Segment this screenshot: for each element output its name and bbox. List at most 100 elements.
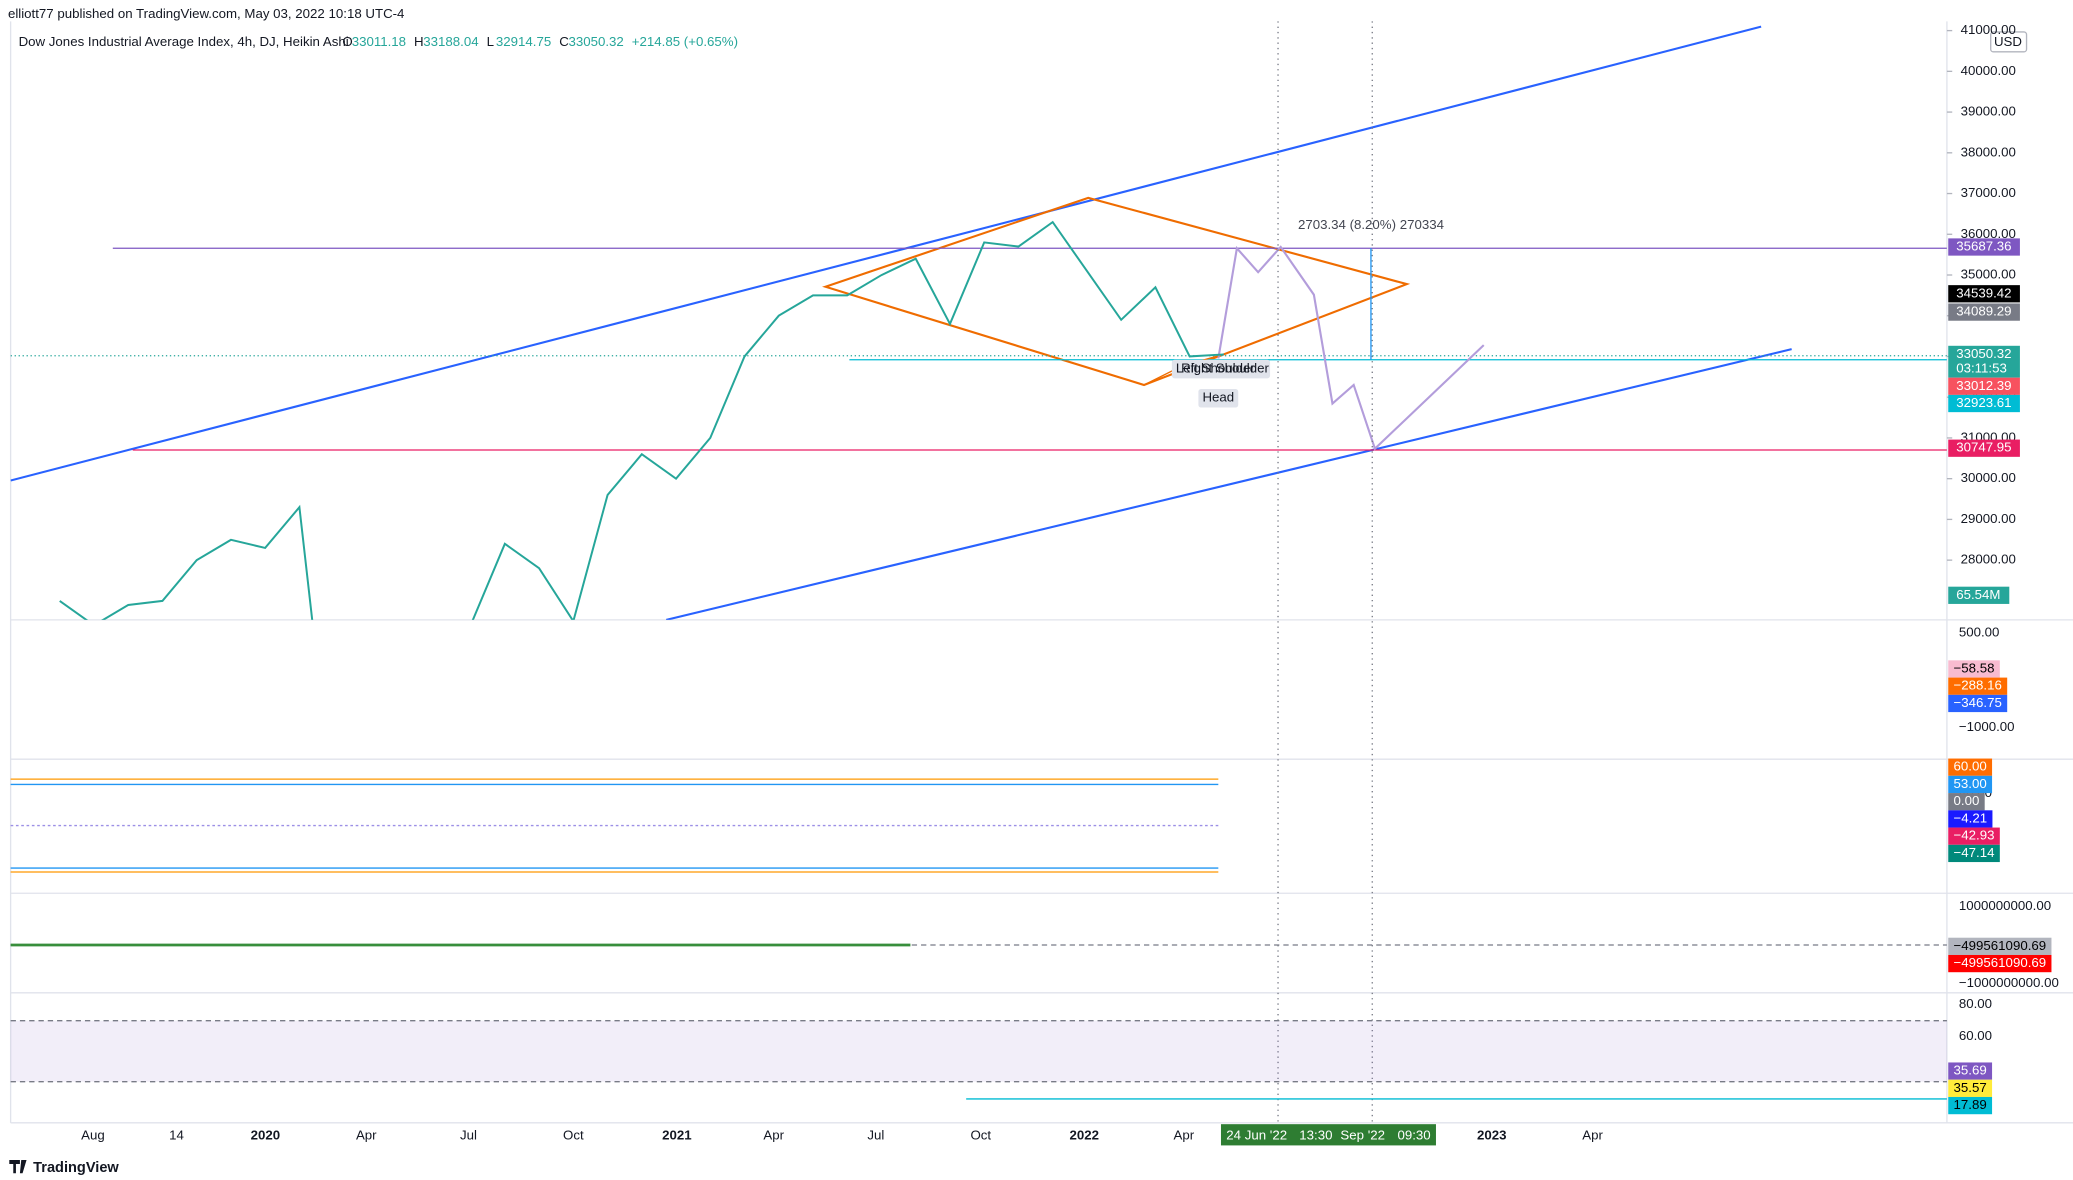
price-tick-label: 28000.00 <box>1961 552 2016 567</box>
pane-tick-label: 1000000000.00 <box>1959 898 2051 913</box>
pane-badge <box>1948 793 1985 811</box>
pane-badge <box>1948 660 2000 678</box>
price-tick-label: 41000.00 <box>1961 22 2016 37</box>
price-line <box>59 220 1224 620</box>
currency: USD <box>1994 34 2022 49</box>
symbol: Dow Jones Industrial Average Index, 4h, … <box>19 34 349 49</box>
right-shoulder: Right Shoulder <box>1181 361 1269 376</box>
pane-badge <box>1948 1079 1993 1097</box>
pane-badge-label: −4.21 <box>1954 810 1988 825</box>
countdown: 03:11:53 <box>1956 361 2007 376</box>
pane-tick-label: 500.00 <box>1959 625 2000 640</box>
time-label: Jul <box>867 1128 884 1143</box>
price-tick-label: 37000.00 <box>1961 185 2016 200</box>
pane-badge-label: 60.00 <box>1954 759 1987 774</box>
change: +214.85 (+0.65%) <box>632 34 738 49</box>
drawings <box>10 25 1947 620</box>
pane-badge <box>1948 694 2008 713</box>
pane-tick-label: 60.00 <box>1959 1028 1992 1043</box>
time-label: Apr <box>763 1128 784 1143</box>
left-shoulder: Left Shoulder <box>1176 361 1255 376</box>
pane-badge-label: −42.93 <box>1954 828 1995 843</box>
brand: TradingView <box>33 1160 119 1176</box>
time-label: Aug <box>81 1128 105 1143</box>
price-badge-label: 30747.95 <box>1956 440 2011 455</box>
pane-tick-label: −1000.00 <box>1959 719 2015 734</box>
pane-badge-label: −47.14 <box>1954 845 1995 860</box>
price-badge-label: 33050.32 <box>1956 346 2011 361</box>
price-badge <box>1948 285 2020 303</box>
time-label: Oct <box>563 1128 584 1143</box>
ohlc-key: H <box>414 34 424 49</box>
pane-badge <box>1948 1062 1993 1080</box>
pane-badge-label: 17.89 <box>1954 1097 1987 1112</box>
price-badge-label: 34089.29 <box>1956 304 2011 319</box>
pane-tick-label: 80.00 <box>1959 996 1992 1011</box>
oscillator-bands <box>10 778 1219 873</box>
ohlc-key: L <box>487 34 494 49</box>
ohlc-value: 33050.32 <box>568 34 623 49</box>
pane-badge-label: −346.75 <box>1954 695 2002 710</box>
crosshair-start-time: 13:30 <box>1299 1128 1332 1143</box>
time-label: Oct <box>970 1128 991 1143</box>
price-badge-label: 35687.36 <box>1956 239 2011 254</box>
crosshair-start: 24 Jun '22 <box>1226 1128 1287 1143</box>
pane-tick-label: −1000000000.00 <box>1959 975 2059 990</box>
price-badge <box>1948 439 2020 457</box>
price-badge <box>1948 377 2020 395</box>
time-label: 2022 <box>1070 1128 1100 1143</box>
pane-badge-label: −499561090.69 <box>1954 955 2047 970</box>
price-badge <box>1948 303 2020 321</box>
pane-badge-label: 0.00 <box>1954 793 1980 808</box>
ohlc-value: 33011.18 <box>352 34 406 49</box>
price-tick-label: 38000.00 <box>1961 144 2016 159</box>
pane-badge <box>1948 1096 1993 1115</box>
pane-badge-label: 53.00 <box>1954 776 1987 791</box>
pane-badge <box>1948 844 2000 863</box>
price-badge <box>1948 394 2020 413</box>
pane-badge <box>1948 775 1993 794</box>
ohlc-key: O <box>342 34 352 49</box>
price-tick-label: 39000.00 <box>1961 104 2016 119</box>
price-tick-label: 30000.00 <box>1961 470 2016 485</box>
crosshair-range <box>1220 1124 1436 1146</box>
ohlc-key: C <box>559 34 569 49</box>
pane-badge-label: 35.57 <box>1954 1080 1987 1095</box>
measure-label: 2703.34 (8.20%) 270334 <box>1298 217 1444 232</box>
pane-badge-label: −288.16 <box>1954 678 2002 693</box>
pane-badge <box>1948 954 2052 973</box>
rsi-band <box>10 1020 1947 1082</box>
time-label: Jul <box>460 1128 477 1143</box>
volume-badge-label: 65.54M <box>1956 587 2000 602</box>
pane-badge-label: −58.58 <box>1954 660 1995 675</box>
price-badge-label: 33012.39 <box>1956 378 2011 393</box>
pane-badge <box>1948 677 2008 695</box>
time-label: 2020 <box>251 1128 281 1143</box>
pane-separators <box>9 21 2073 1124</box>
time-label: 2023 <box>1477 1128 1507 1143</box>
price-badge <box>1948 238 2020 256</box>
rsi-levels <box>10 1019 1947 1083</box>
publisher: elliott77 published on TradingView.com, … <box>8 6 405 21</box>
time-label: Apr <box>356 1128 377 1143</box>
pane-badge-label: −499561090.69 <box>1954 938 2047 953</box>
price-badge-label: 32923.61 <box>1956 395 2011 410</box>
pane-badge <box>1948 827 2000 845</box>
label-bg <box>1171 359 1271 379</box>
currency-box <box>1990 31 2028 53</box>
pane-badge <box>1948 937 2052 955</box>
time-label: Apr <box>1582 1128 1603 1143</box>
price-badge <box>1948 345 2020 378</box>
price-tick-label: 35000.00 <box>1961 267 2016 282</box>
crosshair-end-time: 09:30 <box>1397 1128 1430 1143</box>
crosshair-end: Sep '22 <box>1340 1128 1385 1143</box>
pane-badge-label: 35.69 <box>1954 1063 1987 1078</box>
time-label: 14 <box>169 1128 184 1143</box>
ohlc-value: 32914.75 <box>496 34 551 49</box>
head-label: Head <box>1202 390 1234 405</box>
price-tick-label: 29000.00 <box>1961 511 2016 526</box>
diamond-pattern <box>822 196 1411 387</box>
